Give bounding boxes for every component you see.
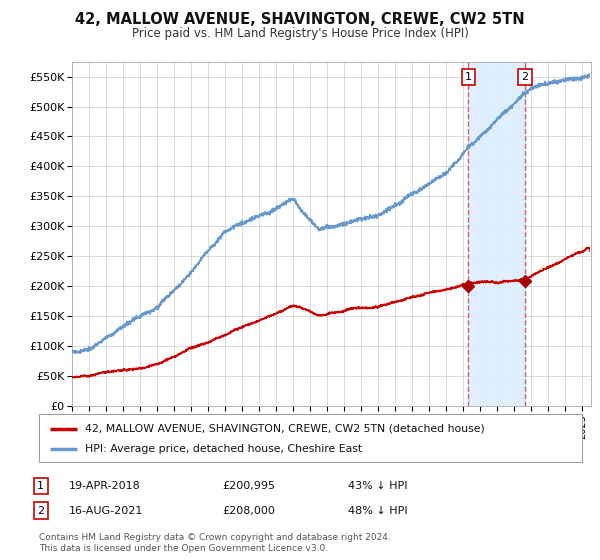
Text: £208,000: £208,000 (222, 506, 275, 516)
Text: 2: 2 (37, 506, 44, 516)
Text: 1: 1 (465, 72, 472, 82)
Text: 42, MALLOW AVENUE, SHAVINGTON, CREWE, CW2 5TN: 42, MALLOW AVENUE, SHAVINGTON, CREWE, CW… (75, 12, 525, 27)
Text: £200,995: £200,995 (222, 481, 275, 491)
Text: 2: 2 (521, 72, 529, 82)
Text: HPI: Average price, detached house, Cheshire East: HPI: Average price, detached house, Ches… (85, 444, 362, 454)
Text: Contains HM Land Registry data © Crown copyright and database right 2024.
This d: Contains HM Land Registry data © Crown c… (39, 533, 391, 553)
Text: 48% ↓ HPI: 48% ↓ HPI (348, 506, 407, 516)
Text: 16-AUG-2021: 16-AUG-2021 (69, 506, 143, 516)
Bar (469, 62, 525, 406)
Text: 19-APR-2018: 19-APR-2018 (69, 481, 141, 491)
Text: 1: 1 (37, 481, 44, 491)
Text: Price paid vs. HM Land Registry's House Price Index (HPI): Price paid vs. HM Land Registry's House … (131, 27, 469, 40)
Text: 43% ↓ HPI: 43% ↓ HPI (348, 481, 407, 491)
Text: 42, MALLOW AVENUE, SHAVINGTON, CREWE, CW2 5TN (detached house): 42, MALLOW AVENUE, SHAVINGTON, CREWE, CW… (85, 424, 485, 433)
